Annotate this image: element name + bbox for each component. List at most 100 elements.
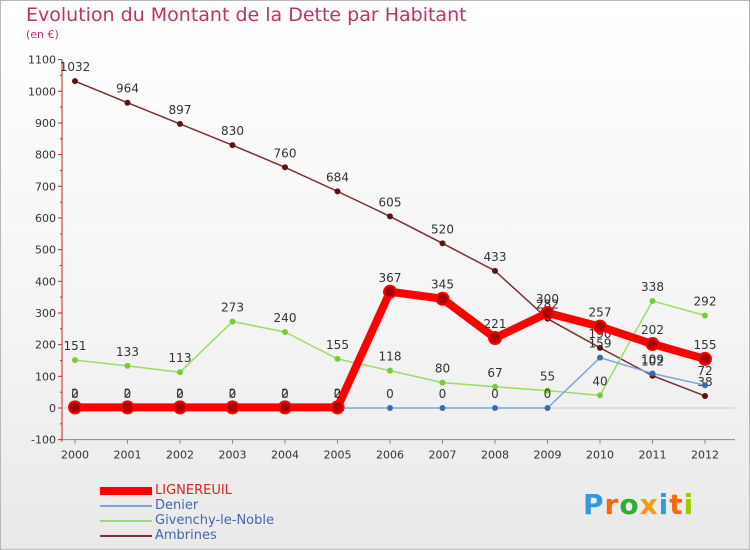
data-label: 367	[379, 271, 402, 285]
data-point	[698, 351, 712, 366]
data-label: 2	[229, 386, 237, 400]
data-point	[544, 405, 551, 411]
data-label: 40	[592, 374, 607, 388]
data-point	[282, 328, 288, 335]
data-point	[488, 331, 502, 346]
data-point	[540, 305, 555, 320]
y-tick-label: 300	[35, 307, 56, 320]
data-point	[597, 392, 603, 399]
logo-letter: t	[669, 488, 684, 521]
data-label: 133	[116, 345, 139, 359]
data-label: 109	[641, 352, 664, 366]
data-point	[177, 120, 183, 127]
logo-letter: P	[583, 488, 605, 521]
data-point	[72, 78, 78, 85]
y-tick-label: 500	[35, 244, 56, 257]
data-point	[387, 367, 393, 374]
legend-swatch	[100, 504, 152, 507]
data-point	[124, 362, 131, 369]
data-label: 118	[379, 350, 402, 364]
legend-item: Givenchy-le-Noble	[100, 513, 274, 528]
data-label: 2	[176, 386, 184, 400]
data-point	[649, 297, 656, 304]
data-label: 55	[540, 370, 555, 384]
data-point	[649, 370, 656, 377]
y-tick-label: 800	[35, 149, 56, 162]
legend-label: Givenchy-le-Noble	[155, 513, 274, 528]
data-label: 684	[326, 170, 349, 184]
data-label: 0	[334, 387, 342, 401]
legend-item: LIGNEREUIL	[100, 483, 274, 498]
legend-swatch	[100, 486, 152, 495]
chart-legend: LIGNEREUIL Denier Givenchy-le-Noble Ambrine…	[100, 483, 274, 543]
data-label: 113	[169, 351, 192, 365]
data-point	[435, 291, 450, 306]
data-point	[439, 379, 446, 386]
data-label: 0	[229, 387, 237, 401]
data-label: 202	[641, 323, 664, 337]
data-label: 273	[221, 301, 244, 315]
legend-item: Ambrines	[100, 528, 274, 543]
data-label: 964	[116, 82, 139, 96]
data-point	[68, 400, 82, 415]
data-point	[282, 164, 288, 171]
data-label: 72	[697, 364, 712, 378]
logo-letter: x	[639, 488, 659, 521]
data-label: 0	[491, 387, 499, 401]
data-point	[597, 354, 603, 361]
data-point	[177, 369, 183, 376]
y-tick-label: 1000	[28, 85, 56, 98]
legend-item: Denier	[100, 498, 274, 513]
y-tick-label: -100	[31, 434, 56, 447]
x-tick-label: 2012	[691, 449, 719, 462]
data-label: 1032	[60, 60, 91, 74]
data-label: 38	[697, 375, 712, 389]
data-label: 0	[439, 387, 447, 401]
data-label: 221	[484, 317, 507, 331]
data-label: 80	[435, 362, 450, 376]
data-label: 292	[694, 295, 717, 309]
x-tick-label: 2011	[639, 449, 667, 462]
data-point	[597, 344, 603, 351]
data-point	[593, 319, 607, 334]
data-label: 240	[274, 311, 297, 325]
data-label: 0	[71, 387, 79, 401]
y-tick-label: 200	[35, 339, 56, 352]
data-label: 151	[64, 339, 87, 353]
data-point	[278, 400, 292, 415]
x-tick-label: 2004	[271, 449, 299, 462]
data-label: 159	[589, 337, 612, 351]
logo-letter: o	[619, 488, 640, 521]
x-tick-label: 2009	[534, 449, 562, 462]
data-label: 338	[641, 280, 664, 294]
data-label: 282	[536, 298, 559, 312]
data-label: 155	[326, 338, 349, 352]
data-label: 0	[124, 387, 132, 401]
data-point	[702, 382, 708, 389]
data-point	[645, 337, 660, 352]
logo-letter: i	[683, 488, 695, 521]
legend-swatch	[100, 519, 152, 522]
data-label: 605	[379, 195, 402, 209]
legend-label: Denier	[155, 498, 199, 513]
data-point	[492, 405, 498, 411]
x-tick-label: 2003	[219, 449, 247, 462]
data-label: 0	[176, 387, 184, 401]
data-label: 2	[334, 386, 342, 400]
data-point	[330, 400, 345, 415]
y-tick-label: 1100	[28, 54, 56, 67]
y-tick-label: 100	[35, 370, 56, 383]
x-tick-label: 2007	[429, 449, 457, 462]
chart-subtitle: (en €)	[26, 28, 59, 41]
data-point	[229, 142, 236, 149]
data-point	[544, 387, 551, 394]
data-point	[124, 99, 131, 106]
data-label: 433	[484, 250, 507, 264]
data-point	[229, 318, 236, 325]
x-tick-label: 2010	[586, 449, 614, 462]
data-label: 67	[487, 366, 502, 380]
proxiti-logo: Proxiti	[583, 488, 694, 521]
data-point	[492, 267, 498, 274]
